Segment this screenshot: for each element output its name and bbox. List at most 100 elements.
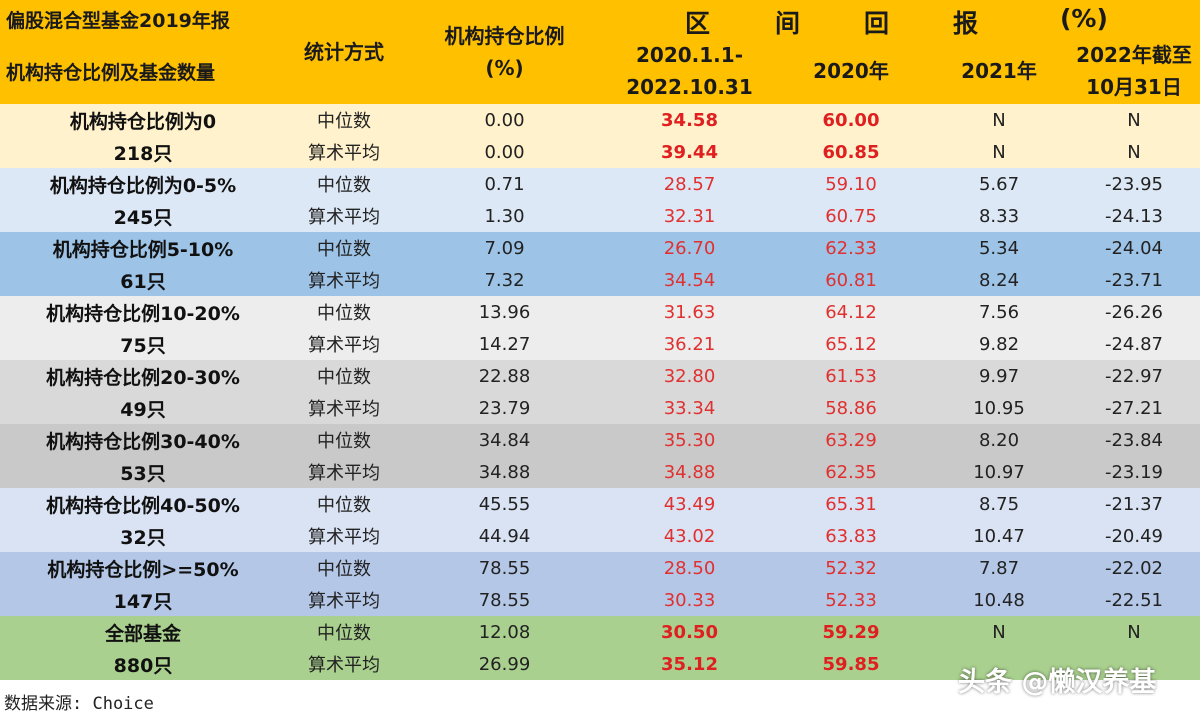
period-return-cell: 33.34 — [607, 392, 772, 424]
table-row: 245只 算术平均 1.30 32.31 60.75 8.33 -24.13 — [0, 200, 1200, 232]
table-row: 49只 算术平均 23.79 33.34 58.86 10.95 -27.21 — [0, 392, 1200, 424]
return-ytd-cell: N — [1068, 616, 1200, 648]
stat-method-cell: 中位数 — [286, 488, 402, 520]
period-return-cell: 32.80 — [607, 360, 772, 392]
table-row: 机构持仓比例为0-5% 中位数 0.71 28.57 59.10 5.67 -23.95 — [0, 168, 1200, 200]
header-stat-method: 统计方式 — [286, 0, 402, 104]
return-2020-cell: 61.53 — [772, 360, 930, 392]
ratio-cell: 78.55 — [402, 552, 607, 584]
stat-method-cell: 算术平均 — [286, 136, 402, 168]
group-count: 75只 — [0, 328, 286, 360]
header-interval-returns: 区 间 回 报 (%) — [607, 0, 1200, 38]
return-ytd-cell: N — [1068, 104, 1200, 136]
header-2020: 2020年 — [772, 38, 930, 104]
period-return-cell: 39.44 — [607, 136, 772, 168]
ratio-cell: 7.09 — [402, 232, 607, 264]
return-2021-cell: 10.47 — [930, 520, 1068, 552]
data-source-note: 数据来源: Choice — [4, 694, 154, 714]
return-ytd-cell: -22.97 — [1068, 360, 1200, 392]
header-2021: 2021年 — [930, 38, 1068, 104]
return-2020-cell: 60.85 — [772, 136, 930, 168]
ratio-cell: 78.55 — [402, 584, 607, 616]
period-return-cell: 31.63 — [607, 296, 772, 328]
group-count: 218只 — [0, 136, 286, 168]
return-2021-cell — [930, 648, 1068, 680]
return-2020-cell: 60.75 — [772, 200, 930, 232]
header-spread-1: 区 — [685, 9, 711, 38]
return-2020-cell: 62.35 — [772, 456, 930, 488]
stat-method-cell: 中位数 — [286, 232, 402, 264]
table-row: 全部基金 中位数 12.08 30.50 59.29 N N — [0, 616, 1200, 648]
stat-method-cell: 算术平均 — [286, 520, 402, 552]
return-2021-cell: 7.87 — [930, 552, 1068, 584]
header-spread-5: (%) — [1060, 4, 1108, 33]
return-ytd-cell: -27.21 — [1068, 392, 1200, 424]
ratio-cell: 13.96 — [402, 296, 607, 328]
return-2021-cell: 7.56 — [930, 296, 1068, 328]
period-return-cell: 35.12 — [607, 648, 772, 680]
stat-method-cell: 中位数 — [286, 104, 402, 136]
period-return-cell: 43.49 — [607, 488, 772, 520]
header-ytd: 2022年截至 10月31日 — [1068, 38, 1200, 104]
group-name: 机构持仓比例>=50% — [0, 552, 286, 584]
stat-method-cell: 算术平均 — [286, 200, 402, 232]
header-title-line2: 机构持仓比例及基金数量 — [0, 38, 286, 104]
period-return-cell: 34.88 — [607, 456, 772, 488]
return-ytd-cell: -23.71 — [1068, 264, 1200, 296]
header-period-line1: 2020.1.1- — [636, 43, 743, 67]
period-return-cell: 30.50 — [607, 616, 772, 648]
return-2020-cell: 59.85 — [772, 648, 930, 680]
period-return-cell: 34.58 — [607, 104, 772, 136]
return-2021-cell: N — [930, 136, 1068, 168]
header-ratio-line2: (%) — [485, 56, 524, 80]
stat-method-cell: 中位数 — [286, 552, 402, 584]
group-name: 机构持仓比例5-10% — [0, 232, 286, 264]
ratio-cell: 44.94 — [402, 520, 607, 552]
return-ytd-cell — [1068, 648, 1200, 680]
period-return-cell: 36.21 — [607, 328, 772, 360]
return-ytd-cell: -26.26 — [1068, 296, 1200, 328]
ratio-cell: 23.79 — [402, 392, 607, 424]
stat-method-cell: 算术平均 — [286, 456, 402, 488]
group-name: 机构持仓比例30-40% — [0, 424, 286, 456]
return-ytd-cell: -23.84 — [1068, 424, 1200, 456]
header-spread-4: 报 — [953, 9, 979, 38]
group-name: 机构持仓比例为0 — [0, 104, 286, 136]
return-ytd-cell: -24.04 — [1068, 232, 1200, 264]
return-2020-cell: 58.86 — [772, 392, 930, 424]
period-return-cell: 32.31 — [607, 200, 772, 232]
return-2021-cell: 5.34 — [930, 232, 1068, 264]
period-return-cell: 35.30 — [607, 424, 772, 456]
header-period-line2: 2022.10.31 — [626, 75, 753, 99]
return-ytd-cell: -22.02 — [1068, 552, 1200, 584]
return-2020-cell: 65.12 — [772, 328, 930, 360]
stat-method-cell: 中位数 — [286, 616, 402, 648]
ratio-cell: 0.00 — [402, 104, 607, 136]
return-2021-cell: N — [930, 104, 1068, 136]
group-count: 61只 — [0, 264, 286, 296]
return-2020-cell: 59.29 — [772, 616, 930, 648]
return-2021-cell: 8.20 — [930, 424, 1068, 456]
fund-returns-table: 偏股混合型基金2019年报 统计方式 机构持仓比例 (%) 区 间 回 报 (%… — [0, 0, 1200, 680]
return-2021-cell: 9.82 — [930, 328, 1068, 360]
return-ytd-cell: -20.49 — [1068, 520, 1200, 552]
ratio-cell: 45.55 — [402, 488, 607, 520]
return-2021-cell: 10.48 — [930, 584, 1068, 616]
table-row: 147只 算术平均 78.55 30.33 52.33 10.48 -22.51 — [0, 584, 1200, 616]
header-period: 2020.1.1- 2022.10.31 — [607, 38, 772, 104]
table-row: 机构持仓比例>=50% 中位数 78.55 28.50 52.32 7.87 -22.02 — [0, 552, 1200, 584]
period-return-cell: 43.02 — [607, 520, 772, 552]
table-row: 机构持仓比例5-10% 中位数 7.09 26.70 62.33 5.34 -24.04 — [0, 232, 1200, 264]
group-count: 32只 — [0, 520, 286, 552]
ratio-cell: 14.27 — [402, 328, 607, 360]
header-title-line1: 偏股混合型基金2019年报 — [0, 0, 286, 38]
group-name: 机构持仓比例10-20% — [0, 296, 286, 328]
table-row: 32只 算术平均 44.94 43.02 63.83 10.47 -20.49 — [0, 520, 1200, 552]
group-count: 880只 — [0, 648, 286, 680]
return-2020-cell: 60.81 — [772, 264, 930, 296]
table-row: 880只 算术平均 26.99 35.12 59.85 — [0, 648, 1200, 680]
stat-method-cell: 中位数 — [286, 424, 402, 456]
return-2021-cell: 8.33 — [930, 200, 1068, 232]
table-header: 偏股混合型基金2019年报 统计方式 机构持仓比例 (%) 区 间 回 报 (%… — [0, 0, 1200, 104]
